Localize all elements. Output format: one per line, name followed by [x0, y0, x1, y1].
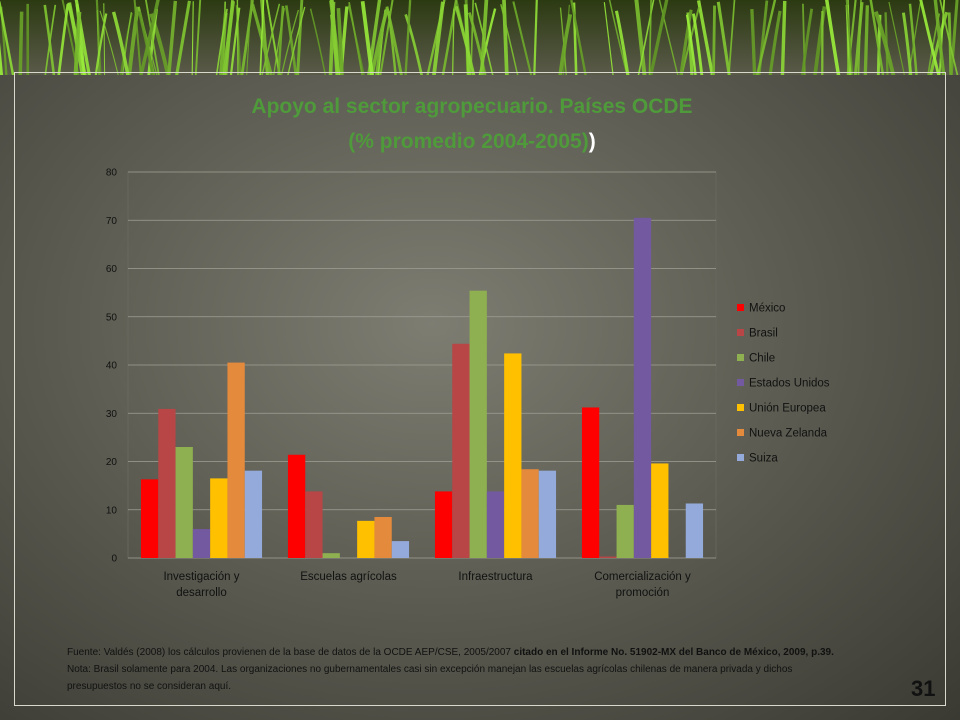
y-tick-label: 10 [106, 505, 118, 516]
page-number: 31 [911, 676, 936, 701]
grass-blade [755, 0, 777, 75]
y-tick-label: 0 [111, 554, 117, 565]
footnote-source-text: Fuente: Valdés (2008) los cálculos provi… [67, 647, 511, 658]
grass-blade [470, 0, 475, 75]
legend-swatch [737, 304, 744, 311]
legend-label: Nueva Zelanda [749, 428, 828, 440]
bar [305, 491, 323, 558]
grass-blade [533, 0, 538, 75]
grass-blade [933, 0, 946, 75]
y-tick-label: 20 [106, 457, 118, 468]
x-category-label: Escuelas agrícolas [300, 571, 397, 583]
legend-label: Unión Europea [749, 403, 826, 415]
grass-blade [949, 0, 959, 75]
grass-blade [502, 0, 509, 75]
y-tick-label: 80 [106, 168, 118, 179]
bar [434, 491, 453, 558]
y-tick-label: 50 [106, 312, 118, 323]
legend-swatch [737, 429, 744, 436]
grass-blade [236, 0, 239, 75]
grass-blade [479, 0, 489, 75]
bar [581, 407, 600, 558]
chart-title-tail: ) [589, 130, 596, 153]
bar [616, 504, 634, 558]
plot-area: 0 10 20 30 40 50 60 70 80 Investigación y desarrol… [106, 168, 717, 599]
grass-blade [824, 0, 841, 75]
y-tick-label: 30 [106, 409, 118, 420]
bar [322, 553, 340, 558]
chart-title-line-2: (% promedio 2004-2005)) [348, 130, 595, 153]
grass-blade [0, 42, 4, 75]
grass-blade [74, 0, 91, 75]
bar [452, 343, 470, 558]
bar [140, 479, 159, 558]
grass-blade [637, 0, 655, 75]
chart-title-line-2-text: (% promedio 2004-2005) [348, 130, 588, 153]
x-category-label: desarrollo [176, 587, 227, 599]
legend-swatch [737, 354, 744, 361]
grass-blade [194, 0, 202, 75]
bar [175, 447, 193, 558]
bar [469, 290, 487, 558]
bar [287, 454, 306, 558]
bar [633, 217, 652, 558]
x-category-label: Infraestructura [458, 571, 533, 583]
grass-blade [441, 0, 458, 75]
grass-blade [846, 0, 857, 75]
legend-swatch [737, 454, 744, 461]
content-frame [14, 72, 946, 706]
bar [504, 353, 522, 558]
footnote-note: Nota: Brasil solamente para 2004. Las or… [67, 664, 793, 692]
grass-blade [139, 0, 160, 75]
bar [192, 529, 211, 558]
bar [210, 478, 228, 558]
bar [374, 516, 392, 558]
legend-label: México [749, 303, 785, 315]
grass-blade [246, 0, 252, 75]
grass-blade [144, 0, 160, 75]
x-category-label: Investigación y [163, 571, 239, 583]
grass-blade [869, 0, 885, 75]
legend-label: Estados Unidos [749, 378, 830, 390]
chart-title-line-1: Apoyo al sector agropecuario. Países OCD… [251, 95, 692, 118]
grass-blade [919, 0, 941, 75]
bar [486, 491, 505, 558]
bar-chart: Apoyo al sector agropecuario. Países OCD… [106, 95, 830, 599]
grass-blade [649, 0, 669, 75]
grass-blade [61, 0, 80, 75]
bar [357, 520, 375, 558]
legend-label: Brasil [749, 328, 778, 340]
bar [521, 469, 539, 558]
grass-blade [939, 0, 959, 75]
grass-blade [658, 0, 679, 75]
y-tick-label: 40 [106, 361, 118, 372]
bar [391, 541, 410, 558]
footnote-source-citation: citado en el Informe No. 51902-MX del Ba… [510, 647, 834, 658]
legend-label: Suiza [749, 453, 778, 465]
bar [244, 470, 263, 558]
footnote-source: Fuente: Valdés (2008) los cálculos provi… [67, 644, 837, 661]
grass-blade [379, 0, 394, 75]
y-tick-label: 70 [106, 216, 118, 227]
bar [651, 463, 669, 558]
legend-label: Chile [749, 353, 775, 365]
bar [538, 470, 557, 558]
legend-swatch [737, 329, 744, 336]
legend-swatch [737, 404, 744, 411]
grass-blade [634, 0, 647, 75]
legend: México Brasil Chile Estados Unidos Unión Eur… [737, 303, 830, 465]
bar [158, 408, 176, 558]
x-category-label: Comercialización y [594, 571, 691, 583]
x-category-label: promoción [616, 587, 670, 599]
legend-swatch [737, 379, 744, 386]
grass-blade [259, 0, 265, 75]
bar [599, 556, 617, 558]
bar [227, 362, 245, 558]
grass-blade [296, 0, 304, 75]
grass-blade [367, 0, 382, 75]
grass-blade [0, 1, 15, 75]
footnote: Fuente: Valdés (2008) los cálculos provi… [67, 644, 837, 695]
bar [685, 503, 704, 558]
y-tick-label: 60 [106, 264, 118, 275]
